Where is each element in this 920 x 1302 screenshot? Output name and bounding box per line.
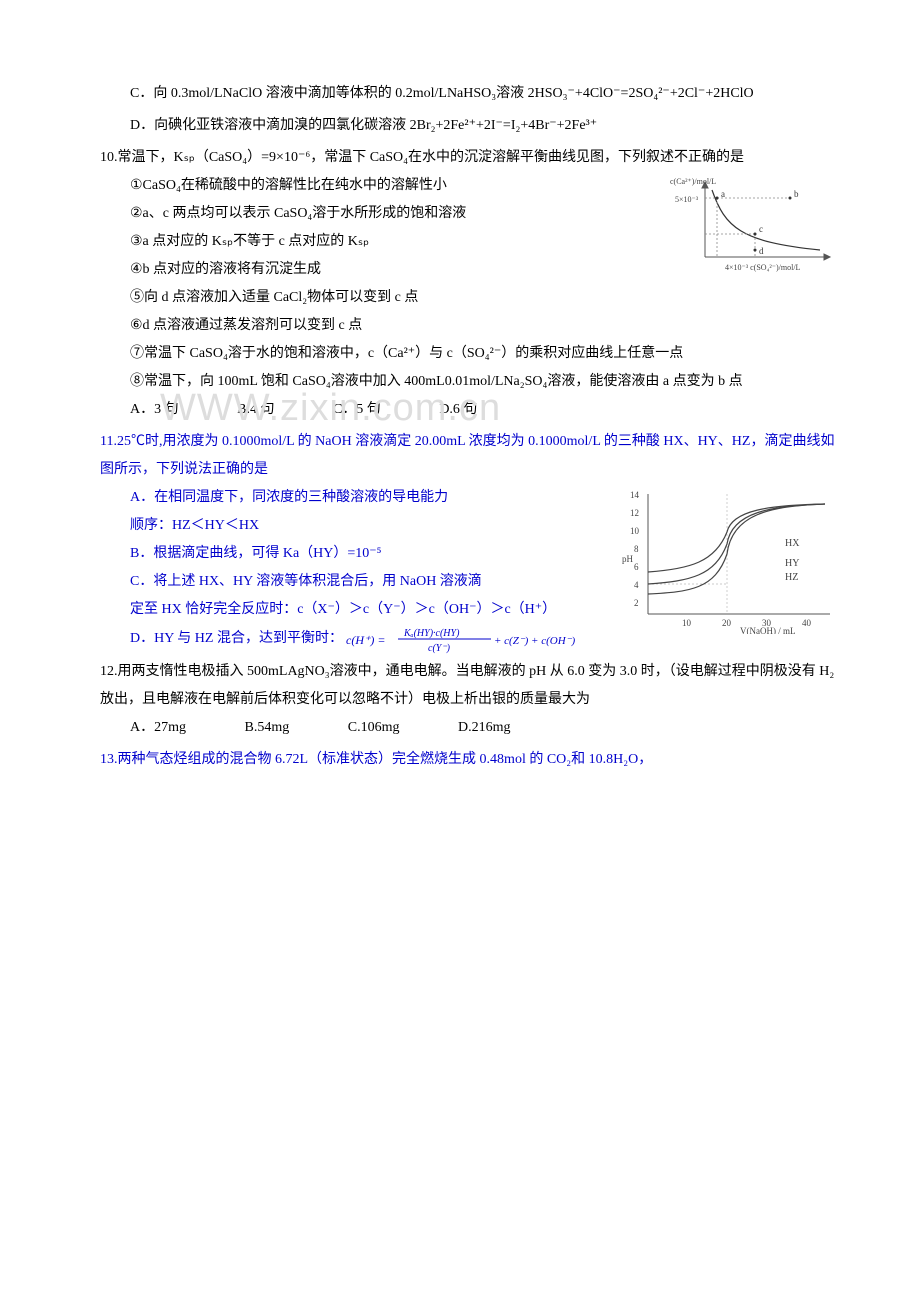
q10-figure: a b c d c(Ca²⁺)/mol/L 5×10⁻³ 4×10⁻³ c(SO… <box>670 172 840 291</box>
svg-text:10: 10 <box>630 526 640 536</box>
svg-text:10: 10 <box>682 618 692 628</box>
q10-s8: ⑧常温下，向 100mL 饱和 CaSO₄溶液中加入 400mL0.01mol/… <box>130 368 840 396</box>
solubility-curve-icon: a b c d c(Ca²⁺)/mol/L 5×10⁻³ 4×10⁻³ c(SO… <box>670 172 840 280</box>
q10-s3: ③a 点对应的 Kₛₚ不等于 c 点对应的 Kₛₚ <box>130 228 630 256</box>
q10-s6: ⑥d 点溶液通过蒸发溶剂可以变到 c 点 <box>130 312 840 340</box>
titration-curve-icon: 14 12 10 8 6 4 2 pH 10 20 30 40 <box>620 484 840 634</box>
svg-text:HX: HX <box>785 538 800 549</box>
q13-stem: 13.两种气态烃组成的混合物 6.72L（标准状态）完全燃烧生成 0.48mol… <box>100 746 840 774</box>
q10-option-b: B.4 句 <box>237 396 274 424</box>
svg-text:HY: HY <box>785 558 799 569</box>
q10-s2: ②a、c 两点均可以表示 CaSO₄溶于水所形成的饱和溶液 <box>130 200 630 228</box>
svg-text:c(Y⁻): c(Y⁻) <box>428 643 451 654</box>
svg-text:8: 8 <box>634 544 639 554</box>
q11-stem: 11.25℃时,用浓度为 0.1000mol/L 的 NaOH 溶液滴定 20.… <box>100 428 840 484</box>
q10-s7: ⑦常温下 CaSO₄溶于水的饱和溶液中，c（Ca²⁺）与 c（SO₄²⁻）的乘积… <box>130 340 840 368</box>
svg-text:c(H⁺) =: c(H⁺) = <box>346 633 385 647</box>
q11: 11.25℃时,用浓度为 0.1000mol/L 的 NaOH 溶液滴定 20.… <box>100 428 840 654</box>
q10: 10.常温下，Kₛₚ（CaSO₄）=9×10⁻⁶，常温下 CaSO₄在水中的沉淀… <box>100 144 840 424</box>
svg-text:HZ: HZ <box>785 572 798 583</box>
svg-text:4×10⁻³ c(SO₄²⁻)/mol/L: 4×10⁻³ c(SO₄²⁻)/mol/L <box>725 263 801 272</box>
svg-text:c: c <box>759 224 763 234</box>
q12-option-c: C.106mg <box>348 714 400 742</box>
svg-text:2: 2 <box>634 598 639 608</box>
q12-option-b: B.54mg <box>245 714 290 742</box>
q12-option-d: D.216mg <box>458 714 511 742</box>
svg-text:V(NaOH) / mL: V(NaOH) / mL <box>740 626 796 634</box>
q11-d-prefix: D．HY 与 HZ 混合，达到平衡时： <box>130 631 343 646</box>
svg-text:a: a <box>721 189 725 199</box>
svg-text:Kₐ(HY)·c(HY): Kₐ(HY)·c(HY) <box>403 628 460 639</box>
svg-text:5×10⁻³: 5×10⁻³ <box>675 195 699 204</box>
q10-option-a: A．3 句 <box>130 396 179 424</box>
q12-option-a: A．27mg <box>130 714 186 742</box>
q10-stem: 10.常温下，Kₛₚ（CaSO₄）=9×10⁻⁶，常温下 CaSO₄在水中的沉淀… <box>100 144 840 172</box>
svg-text:c(Ca²⁺)/mol/L: c(Ca²⁺)/mol/L <box>670 177 716 186</box>
q13: 13.两种气态烃组成的混合物 6.72L（标准状态）完全燃烧生成 0.48mol… <box>100 746 840 774</box>
q12: 12.用两支惰性电极插入 500mLAgNO₃溶液中，通电电解。当电解液的 pH… <box>100 658 840 742</box>
svg-text:40: 40 <box>802 618 812 628</box>
svg-text:b: b <box>794 189 799 199</box>
svg-text:4: 4 <box>634 580 639 590</box>
q10-option-d: D.6 句 <box>439 396 477 424</box>
svg-text:pH: pH <box>622 554 634 564</box>
q11-figure: 14 12 10 8 6 4 2 pH 10 20 30 40 <box>620 484 840 645</box>
svg-text:6: 6 <box>634 562 639 572</box>
formula-icon: c(H⁺) = Kₐ(HY)·c(HY) c(Y⁻) + c(Z⁻) + c(O… <box>346 624 576 654</box>
svg-text:14: 14 <box>630 490 640 500</box>
q10-s1: ①CaSO₄在稀硫酸中的溶解性比在纯水中的溶解性小 <box>130 172 630 200</box>
svg-text:+ c(Z⁻) + c(OH⁻): + c(Z⁻) + c(OH⁻) <box>494 635 575 647</box>
svg-text:20: 20 <box>722 618 732 628</box>
q9-option-d: D．向碘化亚铁溶液中滴加溴的四氯化碳溶液 2Br₂+2Fe²⁺+2I⁻=I₂+4… <box>100 112 840 140</box>
q9-option-c: C．向 0.3mol/LNaClO 溶液中滴加等体积的 0.2mol/LNaHS… <box>100 80 840 108</box>
q10-s4: ④b 点对应的溶液将有沉淀生成 <box>130 256 630 284</box>
svg-text:d: d <box>759 246 764 256</box>
q12-stem: 12.用两支惰性电极插入 500mLAgNO₃溶液中，通电电解。当电解液的 pH… <box>100 658 840 714</box>
svg-text:12: 12 <box>630 508 639 518</box>
q10-option-c: C．5 句 <box>333 396 381 424</box>
